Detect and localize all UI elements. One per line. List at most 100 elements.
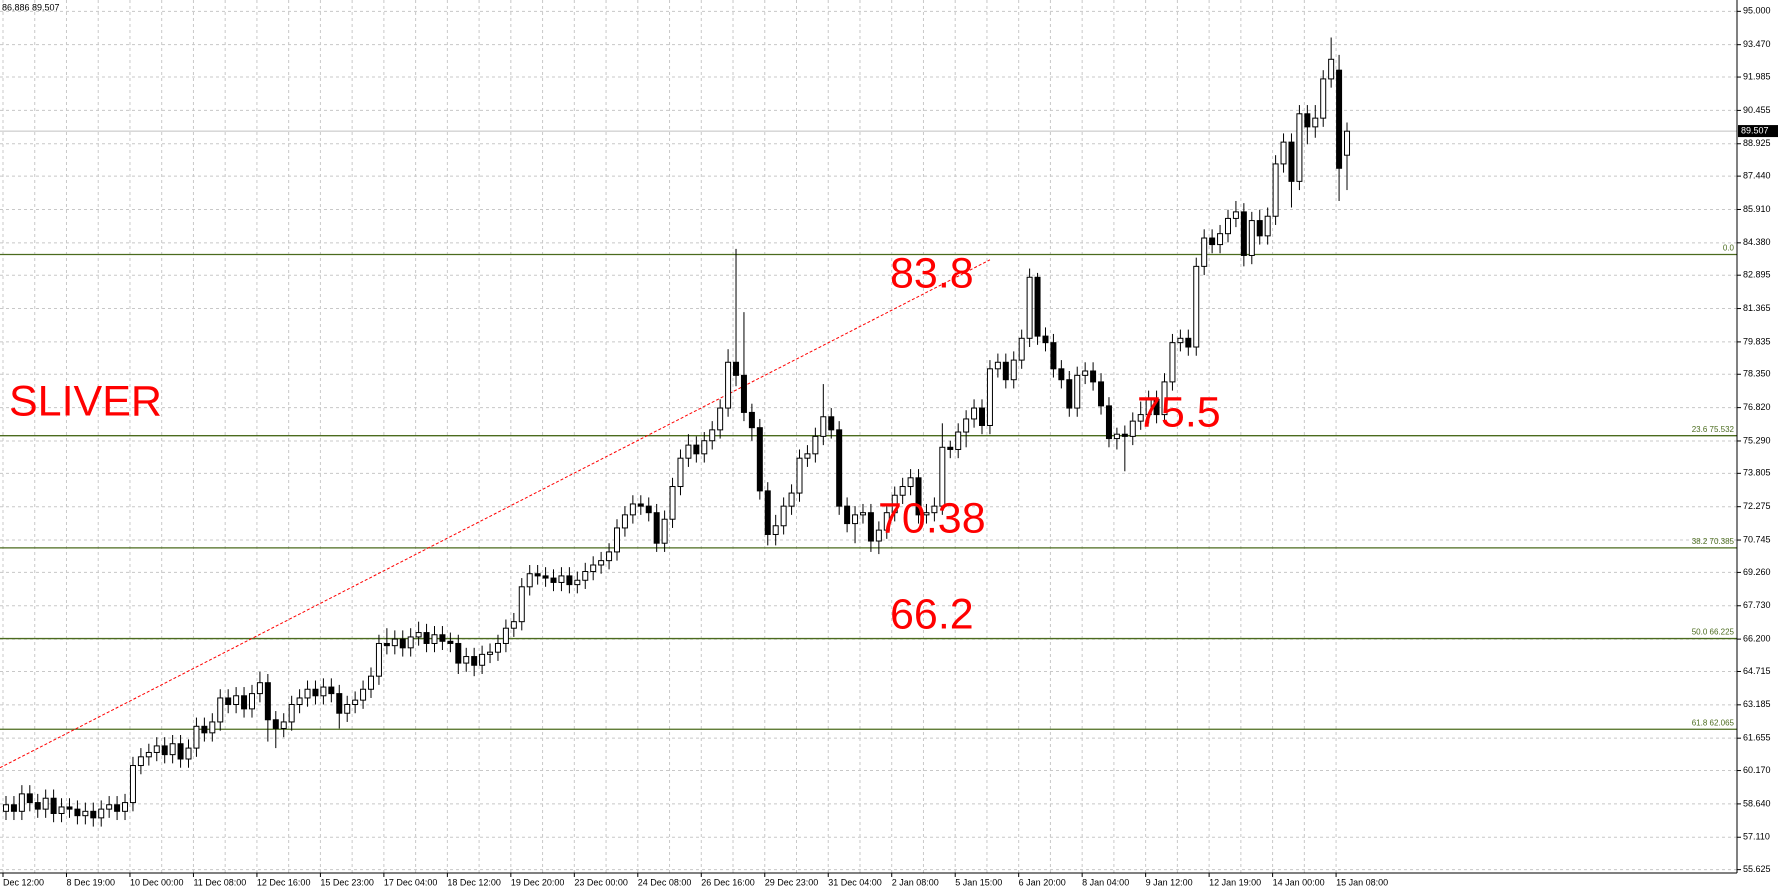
- x-tick-label: 8 Jan 04:00: [1082, 877, 1129, 887]
- candle-body: [740, 374, 747, 413]
- fib-label: 23.6 75.532: [1692, 425, 1735, 434]
- candle-body: [352, 699, 359, 706]
- y-tick-label: 79.835: [1743, 336, 1771, 346]
- candle-body: [510, 621, 517, 629]
- candle-body: [185, 747, 192, 760]
- candle-body: [1336, 69, 1343, 169]
- candle-body: [487, 651, 494, 655]
- x-tick-label: 9 Jan 12:00: [1146, 877, 1193, 887]
- candle-body: [10, 804, 17, 812]
- candle-body: [241, 695, 248, 710]
- candle-body: [502, 627, 509, 644]
- candle-body: [986, 368, 993, 426]
- candle-body: [717, 407, 724, 431]
- candle-body: [399, 638, 406, 649]
- candle-body: [114, 804, 121, 812]
- candle-body: [34, 802, 41, 810]
- candle-body: [1248, 220, 1255, 256]
- candle-body: [201, 725, 208, 734]
- candle-body: [423, 632, 430, 644]
- candle-body: [1264, 215, 1271, 237]
- candle-body: [764, 490, 771, 535]
- candle-body: [439, 634, 446, 642]
- candle-body: [209, 721, 216, 734]
- candle-body: [391, 638, 398, 647]
- candle-body: [3, 804, 9, 812]
- candle-body: [701, 440, 708, 455]
- candle-body: [1042, 335, 1049, 344]
- candle-body: [296, 697, 303, 706]
- candle-body: [1018, 337, 1025, 361]
- candle-body: [106, 804, 113, 810]
- candle-body: [685, 444, 692, 459]
- x-tick-label: 26 Dec 16:00: [701, 877, 755, 887]
- candle-body: [1082, 370, 1089, 376]
- x-tick-label: 12 Jan 19:00: [1209, 877, 1261, 887]
- candle-body: [907, 477, 914, 488]
- candle-body: [621, 514, 628, 529]
- candle-body: [1161, 381, 1168, 416]
- candle-body: [272, 719, 279, 729]
- candle-body: [368, 675, 375, 690]
- candle-body: [447, 640, 454, 644]
- x-tick-label: 17 Dec 04:00: [384, 877, 438, 887]
- candle-body: [66, 806, 73, 810]
- candle-body: [1113, 433, 1120, 440]
- candle-body: [1288, 141, 1295, 182]
- candle-body: [979, 407, 986, 426]
- x-tick-label: 11 Dec 08:00: [193, 877, 246, 887]
- candle-body: [1145, 398, 1152, 416]
- candle-body: [939, 446, 946, 507]
- y-tick-label: 70.745: [1743, 534, 1771, 544]
- x-tick-label: 24 Dec 08:00: [638, 877, 692, 887]
- candle-body: [1209, 237, 1216, 246]
- fib-label: 0.0: [1723, 244, 1735, 253]
- candle-body: [1272, 163, 1279, 217]
- candle-body: [1066, 379, 1073, 409]
- candle-body: [193, 725, 200, 749]
- candle-body: [550, 577, 557, 583]
- y-tick-label: 87.440: [1743, 171, 1771, 181]
- x-tick-label: 5 Jan 15:00: [955, 877, 1002, 887]
- candle-body: [645, 505, 652, 514]
- candle-body: [1304, 113, 1311, 128]
- y-tick-label: 84.380: [1743, 237, 1771, 247]
- candle-body: [788, 492, 795, 507]
- candle-body: [1010, 359, 1017, 381]
- candle-body: [177, 743, 184, 760]
- trendline: [0, 259, 991, 769]
- candle-body: [1201, 237, 1208, 267]
- candle-body: [518, 586, 525, 623]
- candle-body: [26, 793, 33, 804]
- y-tick-label: 63.185: [1743, 699, 1771, 709]
- candle-body: [709, 429, 716, 442]
- x-tick-label: 2 Jan 08:00: [892, 877, 939, 887]
- candle-body: [899, 486, 906, 496]
- candle-body: [971, 407, 978, 420]
- annotation: SLIVER: [9, 377, 162, 425]
- y-tick-label: 69.260: [1743, 567, 1771, 577]
- candle-body: [661, 518, 668, 544]
- candle-body: [1169, 342, 1176, 383]
- candle-body: [582, 571, 589, 581]
- candle-body: [836, 429, 843, 507]
- candle-body: [693, 444, 700, 455]
- candle-body: [558, 575, 565, 583]
- candle-body: [1177, 337, 1184, 344]
- candle-body: [915, 477, 922, 516]
- candle-body: [883, 512, 890, 531]
- candle-body: [264, 682, 271, 721]
- candle-body: [1328, 58, 1335, 80]
- candle-body: [534, 573, 541, 577]
- candle-body: [653, 512, 660, 544]
- candle-body: [1121, 433, 1128, 437]
- x-tick-label: 19 Dec 20:00: [511, 877, 565, 887]
- annotation: 83.8: [890, 249, 974, 297]
- candle-body: [1153, 398, 1160, 416]
- x-tick-label: 15 Dec 23:00: [320, 877, 374, 887]
- candle-body: [1105, 405, 1112, 440]
- candle-body: [479, 653, 486, 666]
- candle-body: [1098, 381, 1105, 407]
